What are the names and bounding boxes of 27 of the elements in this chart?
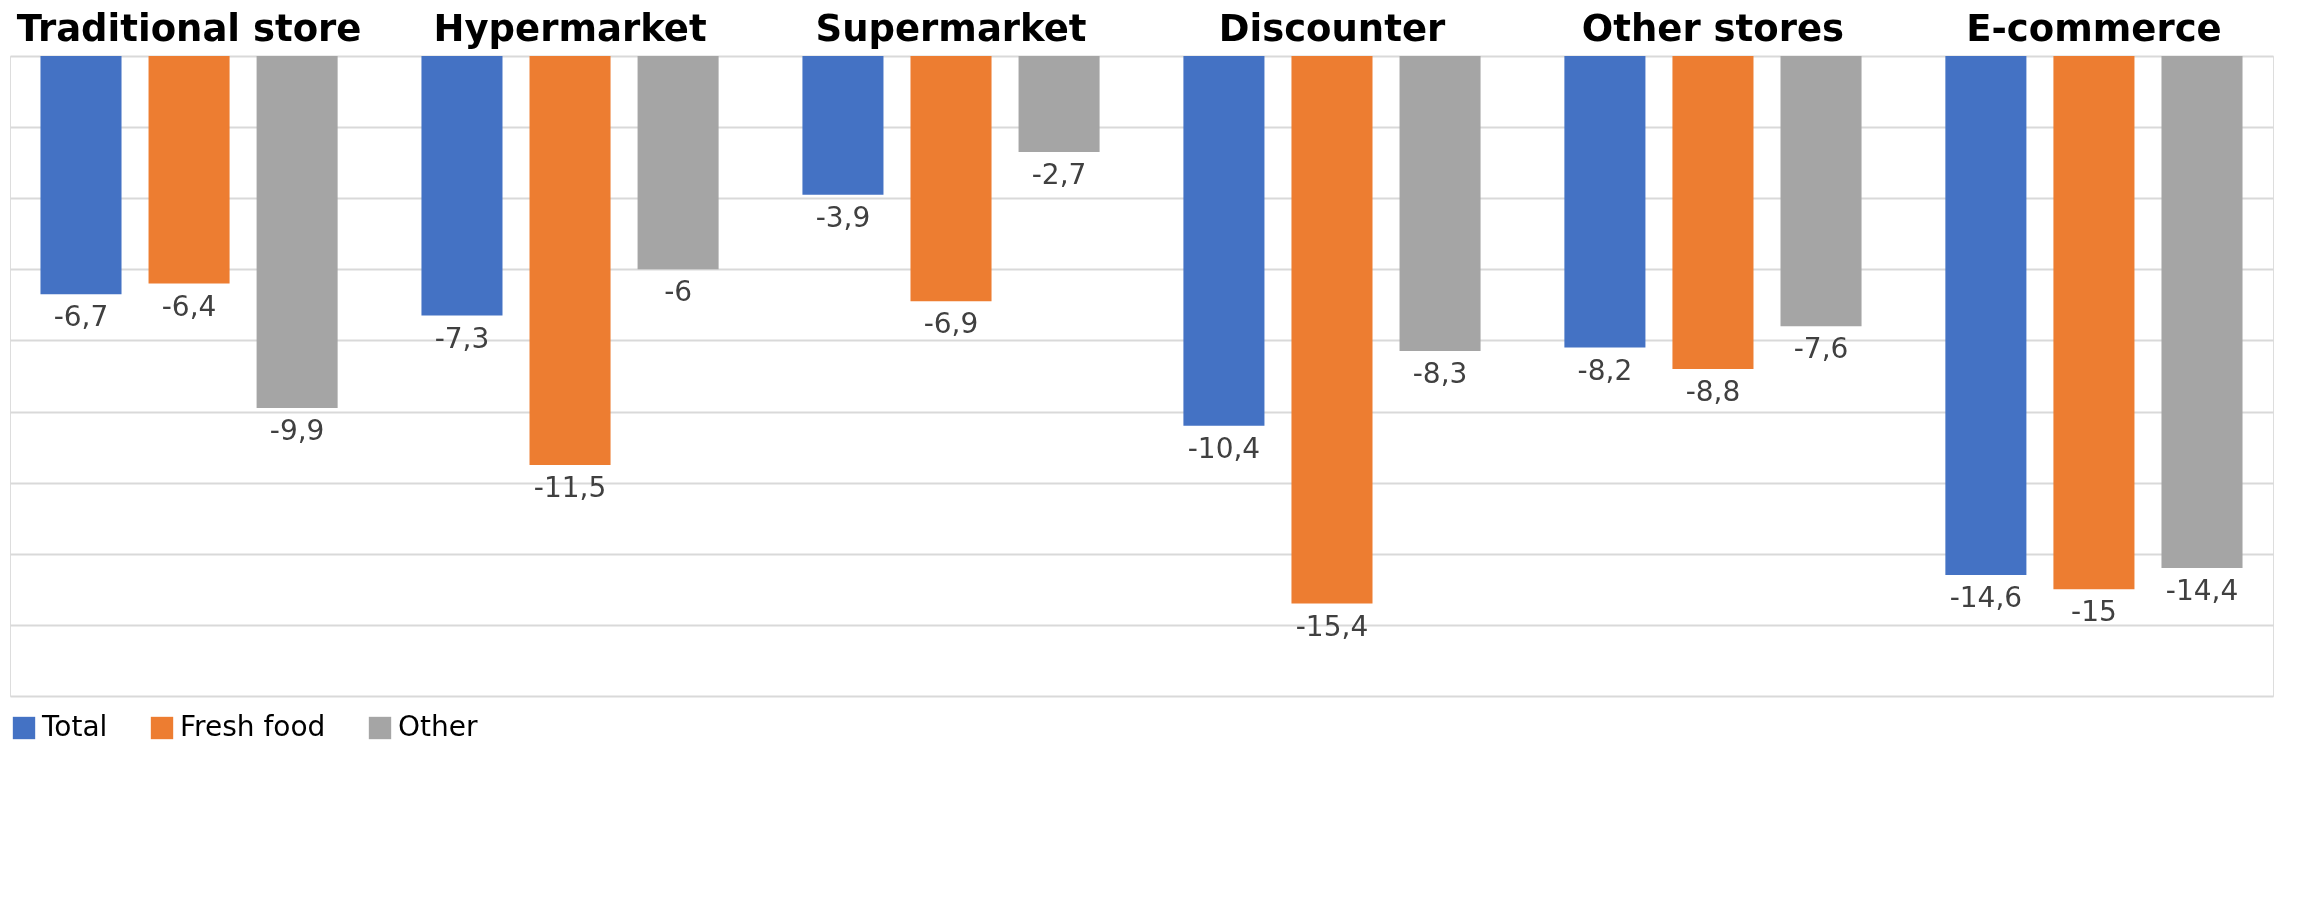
data-label: -14,4 <box>2165 574 2239 607</box>
data-label: -15 <box>2071 595 2117 629</box>
data-label: -3,9 <box>815 200 871 234</box>
x-tick-label: E-commerce <box>1966 6 2222 50</box>
legend-label: Total <box>41 710 108 743</box>
x-tick-label: Discounter <box>1218 6 1446 50</box>
data-label: -7,3 <box>434 321 490 355</box>
data-label: -10,4 <box>1187 431 1261 465</box>
x-tick-label: Other stores <box>1581 6 1845 50</box>
data-label: -6,7 <box>53 300 109 334</box>
data-label: -14,6 <box>1949 581 2023 615</box>
x-tick-label: Supermarket <box>815 6 1087 50</box>
data-label: -11,5 <box>533 470 607 504</box>
x-tick-label: Traditional store <box>16 6 362 50</box>
data-label: -7,6 <box>1793 332 1849 366</box>
data-label: -2,7 <box>1031 158 1087 191</box>
data-label: -6,4 <box>161 289 217 323</box>
data-label: -15,4 <box>1295 609 1369 643</box>
data-label: -8,2 <box>1577 353 1633 387</box>
legend-label: Fresh food <box>180 710 326 743</box>
data-label: -9,9 <box>269 414 325 447</box>
data-label: -8,3 <box>1412 357 1468 391</box>
x-tick-label: Hypermarket <box>433 6 707 50</box>
data-label: -6,9 <box>923 307 979 341</box>
legend-label: Other <box>398 710 478 743</box>
data-label: -8,8 <box>1685 374 1741 408</box>
data-label: -6 <box>664 275 693 309</box>
